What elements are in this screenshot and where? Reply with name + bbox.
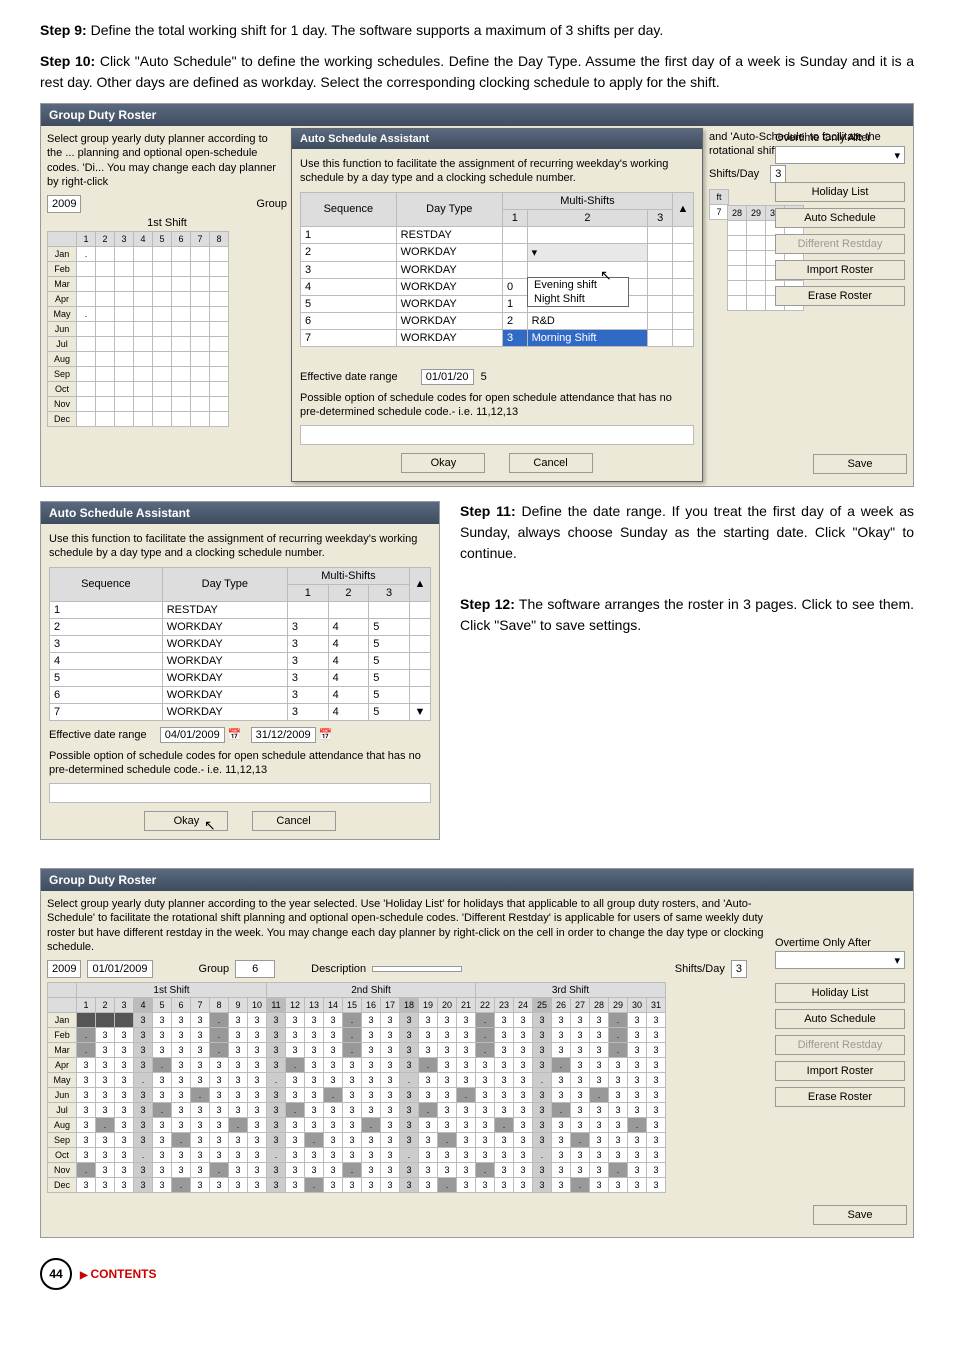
step-11-text: Step 11: Define the date range. If you t…: [460, 501, 914, 564]
step-12-text: Step 12: The software arranges the roste…: [460, 594, 914, 636]
window1-top-note: Select group yearly duty planner accordi…: [47, 132, 277, 189]
eff-date2[interactable]: 31/12/2009: [251, 727, 316, 743]
group-duty-roster-window-3: Group Duty Roster Select group yearly du…: [40, 868, 914, 1238]
year-spinner-3[interactable]: 2009: [47, 960, 81, 978]
okay-button[interactable]: Okay: [401, 453, 485, 473]
step-10-label: Step 10:: [40, 53, 95, 69]
year-spinner[interactable]: 2009: [47, 195, 81, 213]
desc-input[interactable]: [372, 966, 462, 972]
assistant2-note: Use this function to facilitate the assi…: [49, 532, 431, 561]
step-10-text: Step 10: Click "Auto Schedule" to define…: [40, 51, 914, 93]
codes-input-2[interactable]: [49, 783, 431, 803]
window3-title: Group Duty Roster: [41, 869, 913, 891]
possible-note: Possible option of schedule codes for op…: [300, 391, 694, 420]
contents-link[interactable]: CONTENTS: [80, 1267, 156, 1281]
erase-roster-button-3[interactable]: Erase Roster: [775, 1087, 905, 1107]
group-input-3[interactable]: 6: [235, 960, 275, 978]
cursor-icon-2: ↖: [204, 817, 216, 834]
okay-button-2[interactable]: Okay: [144, 811, 228, 831]
eff-date-input[interactable]: 01/01/20: [421, 369, 474, 385]
eff-label: Effective date range: [300, 371, 398, 383]
shift1-label: 1st Shift: [47, 217, 287, 229]
different-restday-button[interactable]: Different Restday: [775, 234, 905, 254]
step-9-label: Step 9:: [40, 22, 87, 38]
assistant-note: Use this function to facilitate the assi…: [300, 157, 694, 186]
import-roster-button[interactable]: Import Roster: [775, 260, 905, 280]
shifts-day-spinner[interactable]: 3: [770, 165, 786, 183]
shifts-day-3[interactable]: 3: [731, 960, 747, 978]
assistant2-table[interactable]: Sequence Day Type Multi-Shifts ▲ 123 1RE…: [49, 567, 431, 721]
holiday-list-button[interactable]: Holiday List: [775, 182, 905, 202]
auto-schedule-button-3[interactable]: Auto Schedule: [775, 1009, 905, 1029]
different-restday-button-3[interactable]: Different Restday: [775, 1035, 905, 1055]
window3-note: Select group yearly duty planner accordi…: [47, 897, 767, 954]
calendar-right-frag: ft 7: [709, 189, 729, 220]
cursor-icon: ↖: [600, 267, 612, 284]
assistant-table[interactable]: Sequence Day Type Multi-Shifts ▲ 123 1RE…: [300, 192, 694, 347]
date-box-3[interactable]: 01/01/2009: [87, 960, 152, 978]
group-label: Group: [256, 198, 287, 210]
eff-date1[interactable]: 04/01/2009: [160, 727, 225, 743]
calendar-left: 12345678 Jan. Feb Mar Apr May. Jun Jul A…: [47, 231, 229, 427]
roster-grid[interactable]: 1st Shift2nd Shift3rd Shift1234567891011…: [47, 982, 666, 1193]
overtime-label: Overtime Only After: [775, 132, 905, 144]
group-duty-roster-window-1: Group Duty Roster Select group yearly du…: [40, 103, 914, 487]
step-9-text: Step 9: Define the total working shift f…: [40, 20, 914, 41]
page-footer: 44 CONTENTS: [40, 1258, 914, 1290]
import-roster-button-3[interactable]: Import Roster: [775, 1061, 905, 1081]
window1-title: Group Duty Roster: [41, 104, 913, 126]
assistant2-title: Auto Schedule Assistant: [41, 502, 439, 524]
shift-dropdown[interactable]: Evening shift Night Shift: [527, 277, 629, 307]
erase-roster-button[interactable]: Erase Roster: [775, 286, 905, 306]
cancel-button[interactable]: Cancel: [509, 453, 593, 473]
assistant-title: Auto Schedule Assistant: [292, 129, 702, 149]
page-number: 44: [40, 1258, 72, 1290]
holiday-list-button-3[interactable]: Holiday List: [775, 983, 905, 1003]
auto-schedule-assistant-overlay: Auto Schedule Assistant Use this functio…: [291, 128, 703, 482]
save-button-3[interactable]: Save: [813, 1205, 907, 1225]
schedule-codes-input[interactable]: [300, 425, 694, 445]
save-button-1[interactable]: Save: [813, 454, 907, 474]
cancel-button-2[interactable]: Cancel: [252, 811, 336, 831]
auto-schedule-button[interactable]: Auto Schedule: [775, 208, 905, 228]
auto-schedule-assistant-window-2: Auto Schedule Assistant Use this functio…: [40, 501, 440, 840]
